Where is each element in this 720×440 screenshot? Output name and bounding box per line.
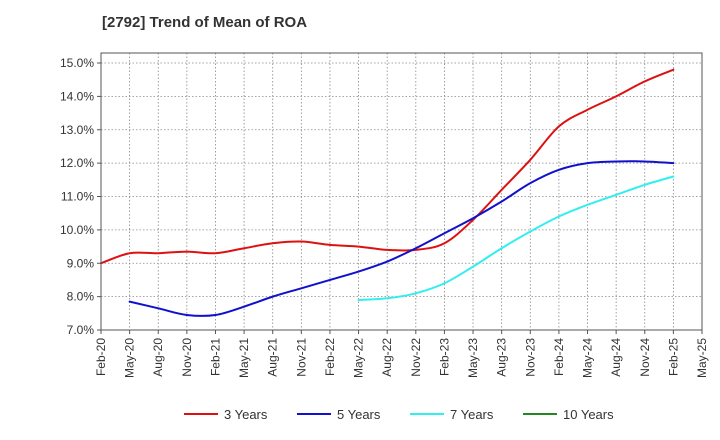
x-tick-label: Aug-23 <box>495 338 509 377</box>
series-lines <box>100 68 675 317</box>
x-axis: Feb-20 May-20 Aug-20 Nov-20 Feb-21 May-21 Aug-… <box>94 330 709 378</box>
x-tick-label: Feb-20 <box>94 338 108 376</box>
legend-label-10-years: 10 Years <box>563 407 614 422</box>
x-tick-label: Nov-23 <box>523 338 537 377</box>
x-tick-label: Aug-22 <box>380 338 394 377</box>
y-tick-label: 9.0% <box>67 256 95 270</box>
x-tick-label: Aug-20 <box>151 338 165 377</box>
x-tick-label: Nov-21 <box>294 338 308 377</box>
x-tick-label: Aug-21 <box>266 338 280 377</box>
legend-label-7-years: 7 Years <box>450 407 494 422</box>
x-tick-label: May-21 <box>237 338 251 378</box>
x-tick-label: Feb-21 <box>208 338 222 376</box>
y-tick-label: 12.0% <box>60 156 94 170</box>
legend-label-3-years: 3 Years <box>224 407 268 422</box>
chart-title: [2792] Trend of Mean of ROA <box>102 14 308 31</box>
y-tick-label: 7.0% <box>67 323 95 337</box>
legend: 3 Years 5 Years 7 Years 10 Years <box>184 407 614 422</box>
grid-lines <box>100 53 703 331</box>
y-tick-label: 14.0% <box>60 89 94 103</box>
series-line-7-years <box>357 175 675 301</box>
x-tick-label: May-22 <box>352 338 366 378</box>
x-tick-label: May-24 <box>581 338 595 378</box>
y-tick-label: 15.0% <box>60 56 94 70</box>
y-tick-label: 13.0% <box>60 123 94 137</box>
x-tick-label: Feb-23 <box>437 338 451 376</box>
y-tick-label: 11.0% <box>61 190 94 204</box>
series-line-3-years <box>100 68 675 265</box>
x-tick-label: Feb-25 <box>666 338 680 376</box>
y-tick-label: 8.0% <box>67 290 95 304</box>
x-tick-label: May-25 <box>695 338 709 378</box>
legend-label-5-years: 5 Years <box>337 407 381 422</box>
series-line-5-years <box>128 160 675 317</box>
plot-area-frame <box>100 52 703 331</box>
x-tick-label: Nov-24 <box>638 338 652 377</box>
y-axis: 7.0% 8.0% 9.0% 10.0% 11.0% 12.0% 13.0% 14.0% 15.… <box>60 56 101 337</box>
x-tick-label: Nov-22 <box>409 338 423 377</box>
y-tick-label: 10.0% <box>60 223 94 237</box>
x-tick-label: May-20 <box>123 338 137 378</box>
x-tick-label: Feb-24 <box>552 338 566 376</box>
x-tick-label: Aug-24 <box>609 338 623 377</box>
x-tick-label: Nov-20 <box>180 338 194 377</box>
x-tick-label: Feb-22 <box>323 338 337 376</box>
x-tick-label: May-23 <box>466 338 480 378</box>
